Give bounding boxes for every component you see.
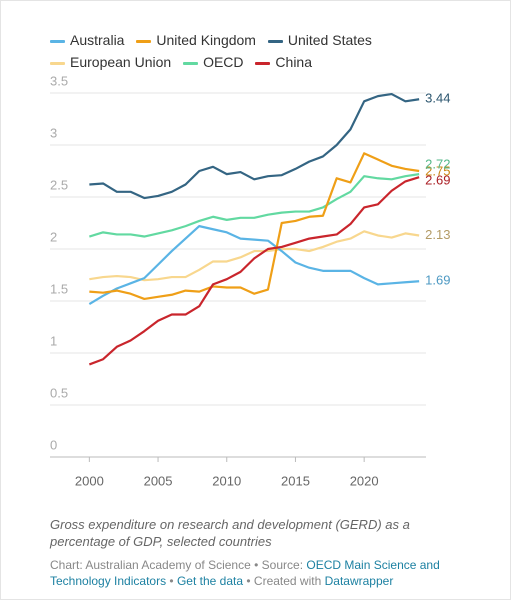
end-label: 2.13 <box>425 227 450 242</box>
legend-label: China <box>275 54 313 70</box>
legend-item: European Union <box>50 54 171 70</box>
legend-swatch <box>50 61 65 65</box>
y-tick-label: 2.5 <box>50 177 68 192</box>
x-tick-label: 2010 <box>212 473 241 488</box>
legend-label: European Union <box>70 54 172 70</box>
series-line <box>88 176 420 366</box>
x-tick-label: 2015 <box>281 473 310 488</box>
legend-label: United States <box>287 32 372 48</box>
source-label: Source: <box>261 558 304 572</box>
separator: • <box>169 574 174 588</box>
end-label: 2.72 <box>425 157 450 172</box>
y-tick-label: 1 <box>50 333 57 348</box>
end-label: 2.75 <box>425 163 450 178</box>
separator: • <box>254 558 259 572</box>
legend-label: United Kingdom <box>156 32 256 48</box>
legend-item: OECD <box>183 54 244 70</box>
get-data-link[interactable]: Get the data <box>176 574 244 588</box>
y-tick-label: 3 <box>50 125 57 140</box>
legend-swatch <box>50 39 65 43</box>
x-tick-label: 2005 <box>144 473 173 488</box>
chart-notes: Gross expenditure on research and develo… <box>50 517 410 549</box>
x-tick-label: 2000 <box>75 473 104 488</box>
end-label: 2.69 <box>425 173 450 188</box>
end-label: 3.44 <box>425 91 450 106</box>
legend-swatch <box>136 39 152 43</box>
legend-item: Australia <box>50 32 124 48</box>
created-with: Created with <box>253 574 322 588</box>
y-tick-label: 0 <box>50 437 57 452</box>
y-tick-label: 3.5 <box>50 73 68 88</box>
series-line <box>89 152 420 301</box>
legend: Australia United Kingdom United States E… <box>50 29 385 73</box>
series-line <box>89 230 420 282</box>
legend-label: Australia <box>70 32 125 48</box>
credit: Chart: Australian Academy of Science • S… <box>50 557 470 589</box>
legend-swatch <box>183 61 199 65</box>
legend-item: China <box>255 54 312 70</box>
x-tick-label: 2020 <box>350 473 379 488</box>
series-line <box>89 173 420 238</box>
separator: • <box>246 574 251 588</box>
legend-swatch <box>267 39 283 43</box>
credit-author: Chart: Australian Academy of Science <box>50 558 251 572</box>
legend-item: United States <box>267 32 372 48</box>
y-tick-label: 0.5 <box>50 385 68 400</box>
tool-link[interactable]: Datawrapper <box>324 574 394 588</box>
end-label: 1.69 <box>425 273 450 288</box>
y-tick-label: 2 <box>50 229 57 244</box>
series-line <box>89 92 420 200</box>
series-line <box>88 225 420 306</box>
y-tick-label: 1.5 <box>50 281 68 296</box>
legend-label: OECD <box>203 54 244 70</box>
legend-item: United Kingdom <box>136 32 256 48</box>
source-link[interactable]: OECD Main Science and Technology Indicat… <box>50 558 440 588</box>
legend-swatch <box>255 61 271 65</box>
